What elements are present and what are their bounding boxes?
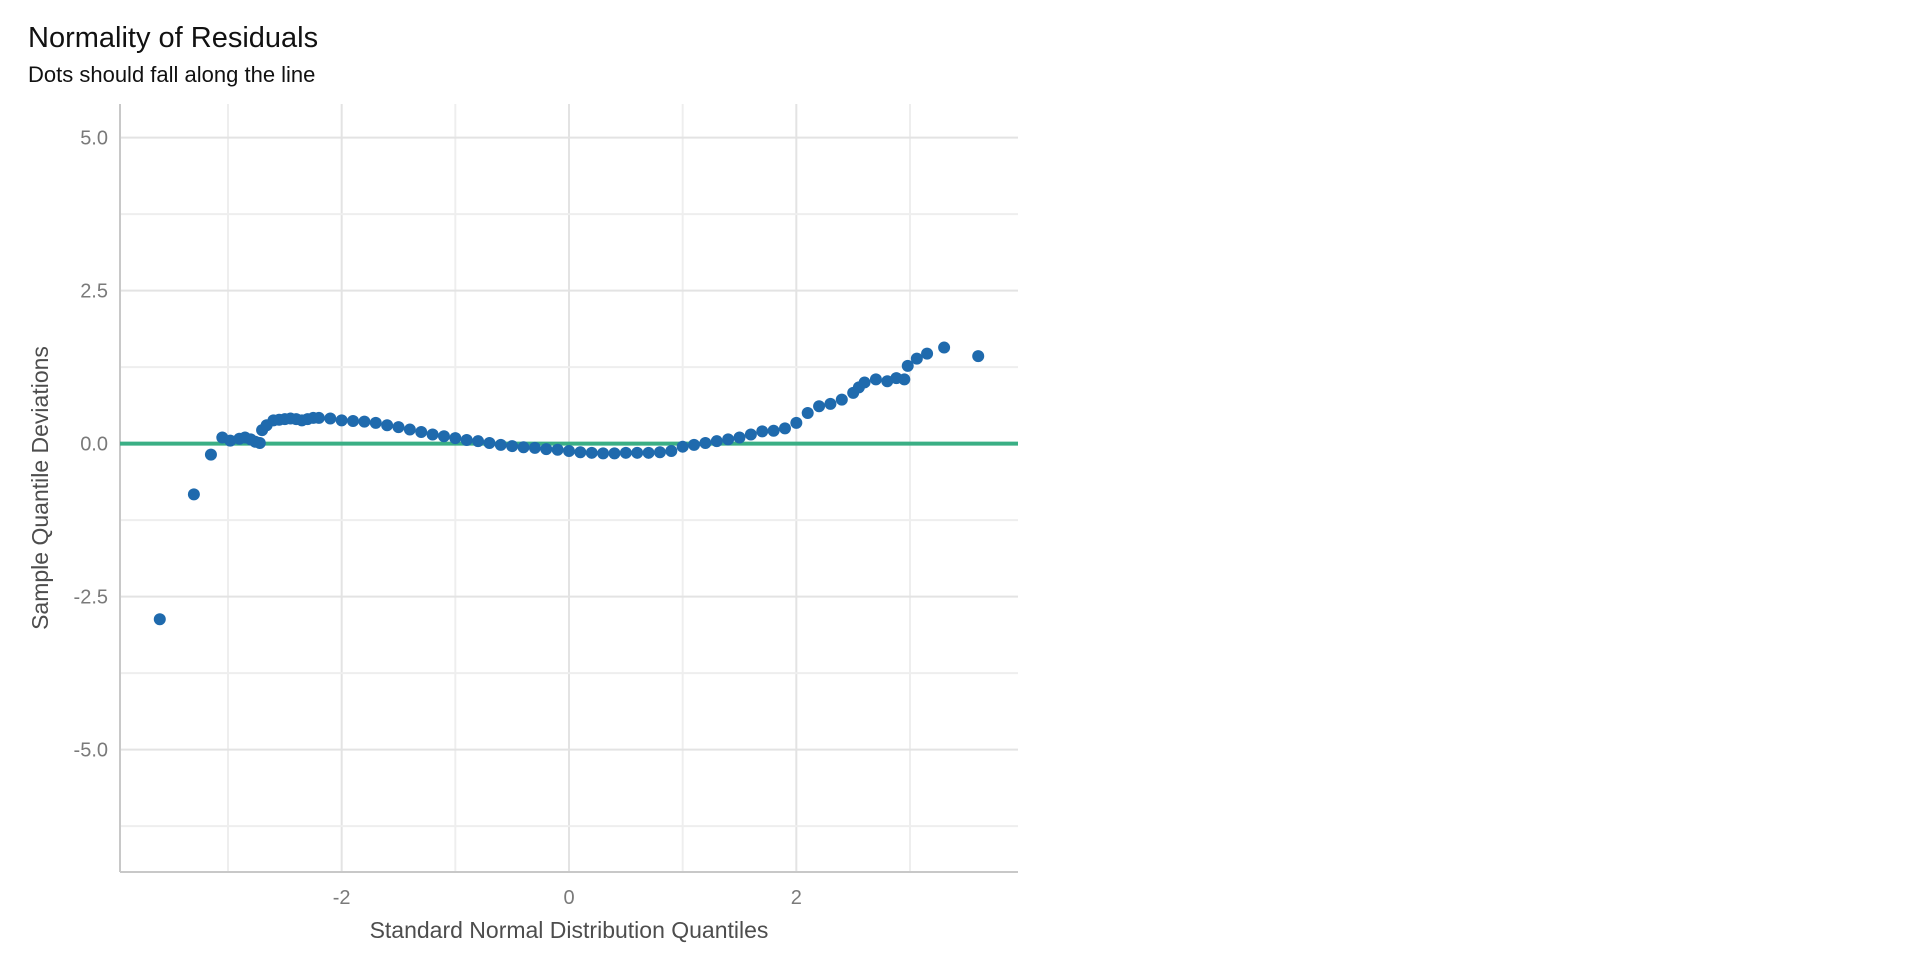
data-point: [722, 433, 735, 446]
data-point: [369, 416, 382, 429]
data-point: [881, 375, 894, 388]
data-point: [699, 437, 712, 450]
data-point: [665, 444, 678, 457]
data-point: [869, 373, 882, 386]
x-tick-label: -2: [333, 887, 351, 909]
data-point: [910, 352, 923, 365]
y-tick-label: -5.0: [74, 740, 108, 762]
axis-layer: [119, 104, 1018, 873]
y-axis-title: Sample Quantile Deviations: [27, 346, 53, 630]
data-point: [767, 424, 780, 437]
data-point: [801, 407, 814, 420]
y-tick-label: 0.0: [80, 434, 108, 456]
data-point: [778, 422, 791, 435]
data-point: [744, 428, 757, 441]
data-point: [324, 412, 337, 425]
data-point: [449, 432, 462, 445]
grid-layer: [120, 104, 1018, 872]
x-axis-title: Standard Normal Distribution Quantiles: [370, 917, 769, 943]
points-layer: [153, 341, 985, 626]
data-point: [204, 448, 217, 461]
data-point: [506, 440, 519, 453]
data-point: [392, 421, 405, 434]
data-point: [653, 446, 666, 459]
data-point: [358, 415, 371, 428]
data-point: [312, 411, 325, 424]
data-point: [901, 359, 914, 372]
data-point: [224, 434, 237, 447]
data-point: [426, 428, 439, 441]
data-point: [483, 437, 496, 450]
chart-subtitle: Dots should fall along the line: [28, 62, 316, 87]
data-point: [540, 443, 553, 456]
data-point: [642, 446, 655, 459]
data-point: [335, 414, 348, 427]
data-point: [403, 423, 416, 436]
data-point: [858, 376, 871, 389]
data-point: [938, 341, 951, 354]
data-point: [574, 446, 587, 459]
chart-title: Normality of Residuals: [28, 22, 319, 54]
data-point: [517, 441, 530, 454]
data-point: [415, 426, 428, 439]
data-point: [921, 347, 934, 360]
data-point: [597, 447, 610, 460]
y-tick-label: -2.5: [74, 587, 108, 609]
data-point: [551, 443, 564, 456]
data-point: [528, 441, 541, 454]
data-point: [347, 414, 360, 427]
data-point: [381, 419, 394, 432]
data-point: [756, 425, 769, 438]
data-point: [676, 440, 689, 453]
data-point: [835, 393, 848, 406]
data-point: [153, 613, 166, 626]
data-point: [619, 446, 632, 459]
data-point: [563, 444, 575, 457]
data-point: [631, 446, 644, 459]
tick-label-layer: -2 0 2 5.0 2.5 0.0 -2.5 -5.0: [74, 128, 802, 909]
y-tick-label: 5.0: [80, 128, 108, 150]
data-point: [494, 438, 507, 451]
data-point: [898, 373, 911, 386]
x-tick-label: 2: [791, 887, 802, 909]
data-point: [187, 488, 200, 501]
data-point: [688, 438, 701, 451]
data-point: [460, 433, 473, 446]
data-point: [472, 435, 485, 448]
data-point: [253, 437, 266, 450]
data-point: [972, 350, 985, 363]
data-point: [585, 446, 598, 459]
y-tick-label: 2.5: [80, 281, 108, 303]
x-tick-label: 0: [563, 887, 574, 909]
data-point: [733, 431, 746, 444]
data-point: [824, 397, 837, 410]
data-point: [813, 400, 826, 413]
data-point: [710, 435, 723, 448]
data-point: [437, 430, 450, 443]
data-point: [790, 416, 803, 429]
data-point: [608, 447, 621, 460]
